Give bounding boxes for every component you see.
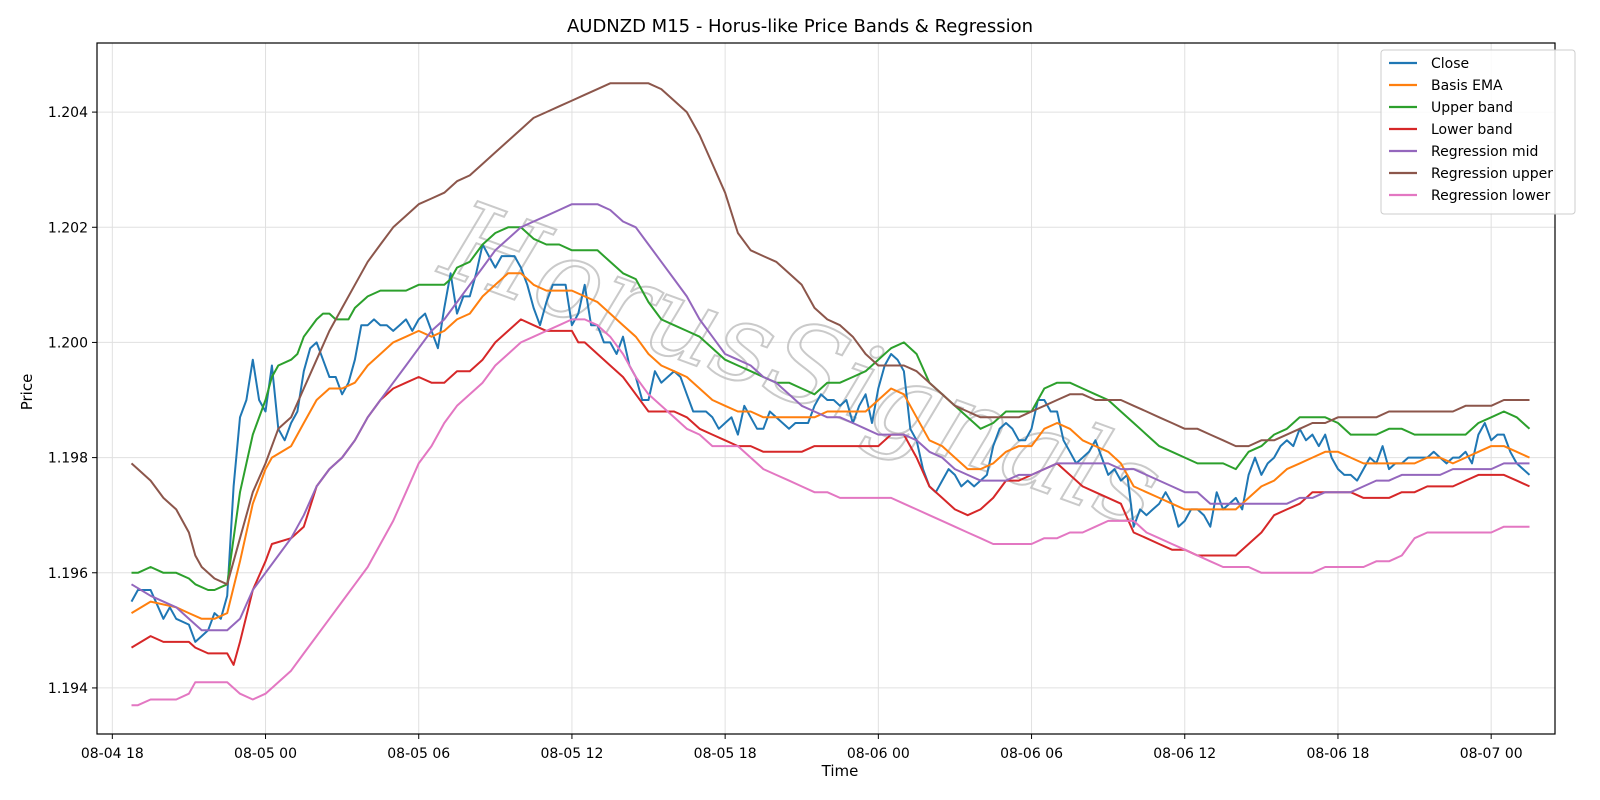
x-tick-label: 08-06 06	[1000, 746, 1063, 762]
legend-item: Lower band	[1389, 122, 1513, 138]
x-tick-label: 08-04 18	[81, 746, 144, 762]
series-line-regression-lower	[131, 318, 1530, 707]
y-tick-label: 1.198	[48, 451, 88, 467]
y-tick-label: 1.194	[48, 681, 88, 697]
series-line-upper-band	[131, 226, 1531, 591]
x-tick-label: 08-05 06	[387, 746, 450, 762]
y-tick-label: 1.200	[48, 335, 88, 351]
y-axis-label: Price	[18, 374, 36, 411]
legend-label: Basis EMA	[1431, 78, 1503, 94]
legend-item: Upper band	[1389, 100, 1513, 116]
x-tick-label: 08-07 00	[1460, 746, 1523, 762]
legend-label: Regression lower	[1431, 188, 1551, 204]
y-tick-label: 1.204	[48, 105, 88, 121]
series-lines	[130, 82, 1531, 707]
legend-label: Regression mid	[1431, 144, 1538, 160]
x-axis: 08-04 18 08-05 00 08-05 06 08-05 12 08-05 18…	[81, 734, 1523, 762]
legend: Close Basis EMA Upper band Lower band Regres…	[1380, 49, 1576, 215]
x-tick-label: 08-06 18	[1306, 746, 1369, 762]
plot-area-frame	[96, 42, 1556, 735]
x-tick-label: 08-05 18	[694, 746, 757, 762]
y-tick-label: 1.196	[48, 566, 88, 582]
legend-item: Regression mid	[1389, 144, 1538, 160]
series-line-regression-upper	[130, 82, 1530, 586]
series-line-basis-ema	[130, 272, 1530, 620]
series-line-close	[130, 243, 1531, 643]
legend-label: Close	[1431, 56, 1469, 72]
x-tick-label: 08-05 00	[234, 746, 297, 762]
legend-box	[1380, 49, 1576, 215]
chart-title: AUDNZD M15 - Horus-like Price Bands & Re…	[567, 16, 1033, 37]
legend-item: Regression upper	[1389, 166, 1553, 182]
x-tick-label: 08-05 12	[540, 746, 603, 762]
y-axis: 1.194 1.196 1.198 1.200 1.202 1.204	[48, 105, 97, 697]
legend-item: Basis EMA	[1389, 78, 1503, 94]
y-tick-label: 1.202	[48, 220, 88, 236]
grid	[97, 43, 1555, 734]
legend-item: Regression lower	[1389, 188, 1551, 204]
series-line-regression-mid	[130, 203, 1530, 632]
legend-label: Lower band	[1431, 122, 1513, 138]
legend-item: Close	[1389, 56, 1469, 72]
x-axis-label: Time	[821, 762, 859, 780]
x-tick-label: 08-06 00	[847, 746, 910, 762]
x-tick-label: 08-06 12	[1153, 746, 1216, 762]
legend-label: Regression upper	[1431, 166, 1553, 182]
legend-label: Upper band	[1431, 100, 1513, 116]
